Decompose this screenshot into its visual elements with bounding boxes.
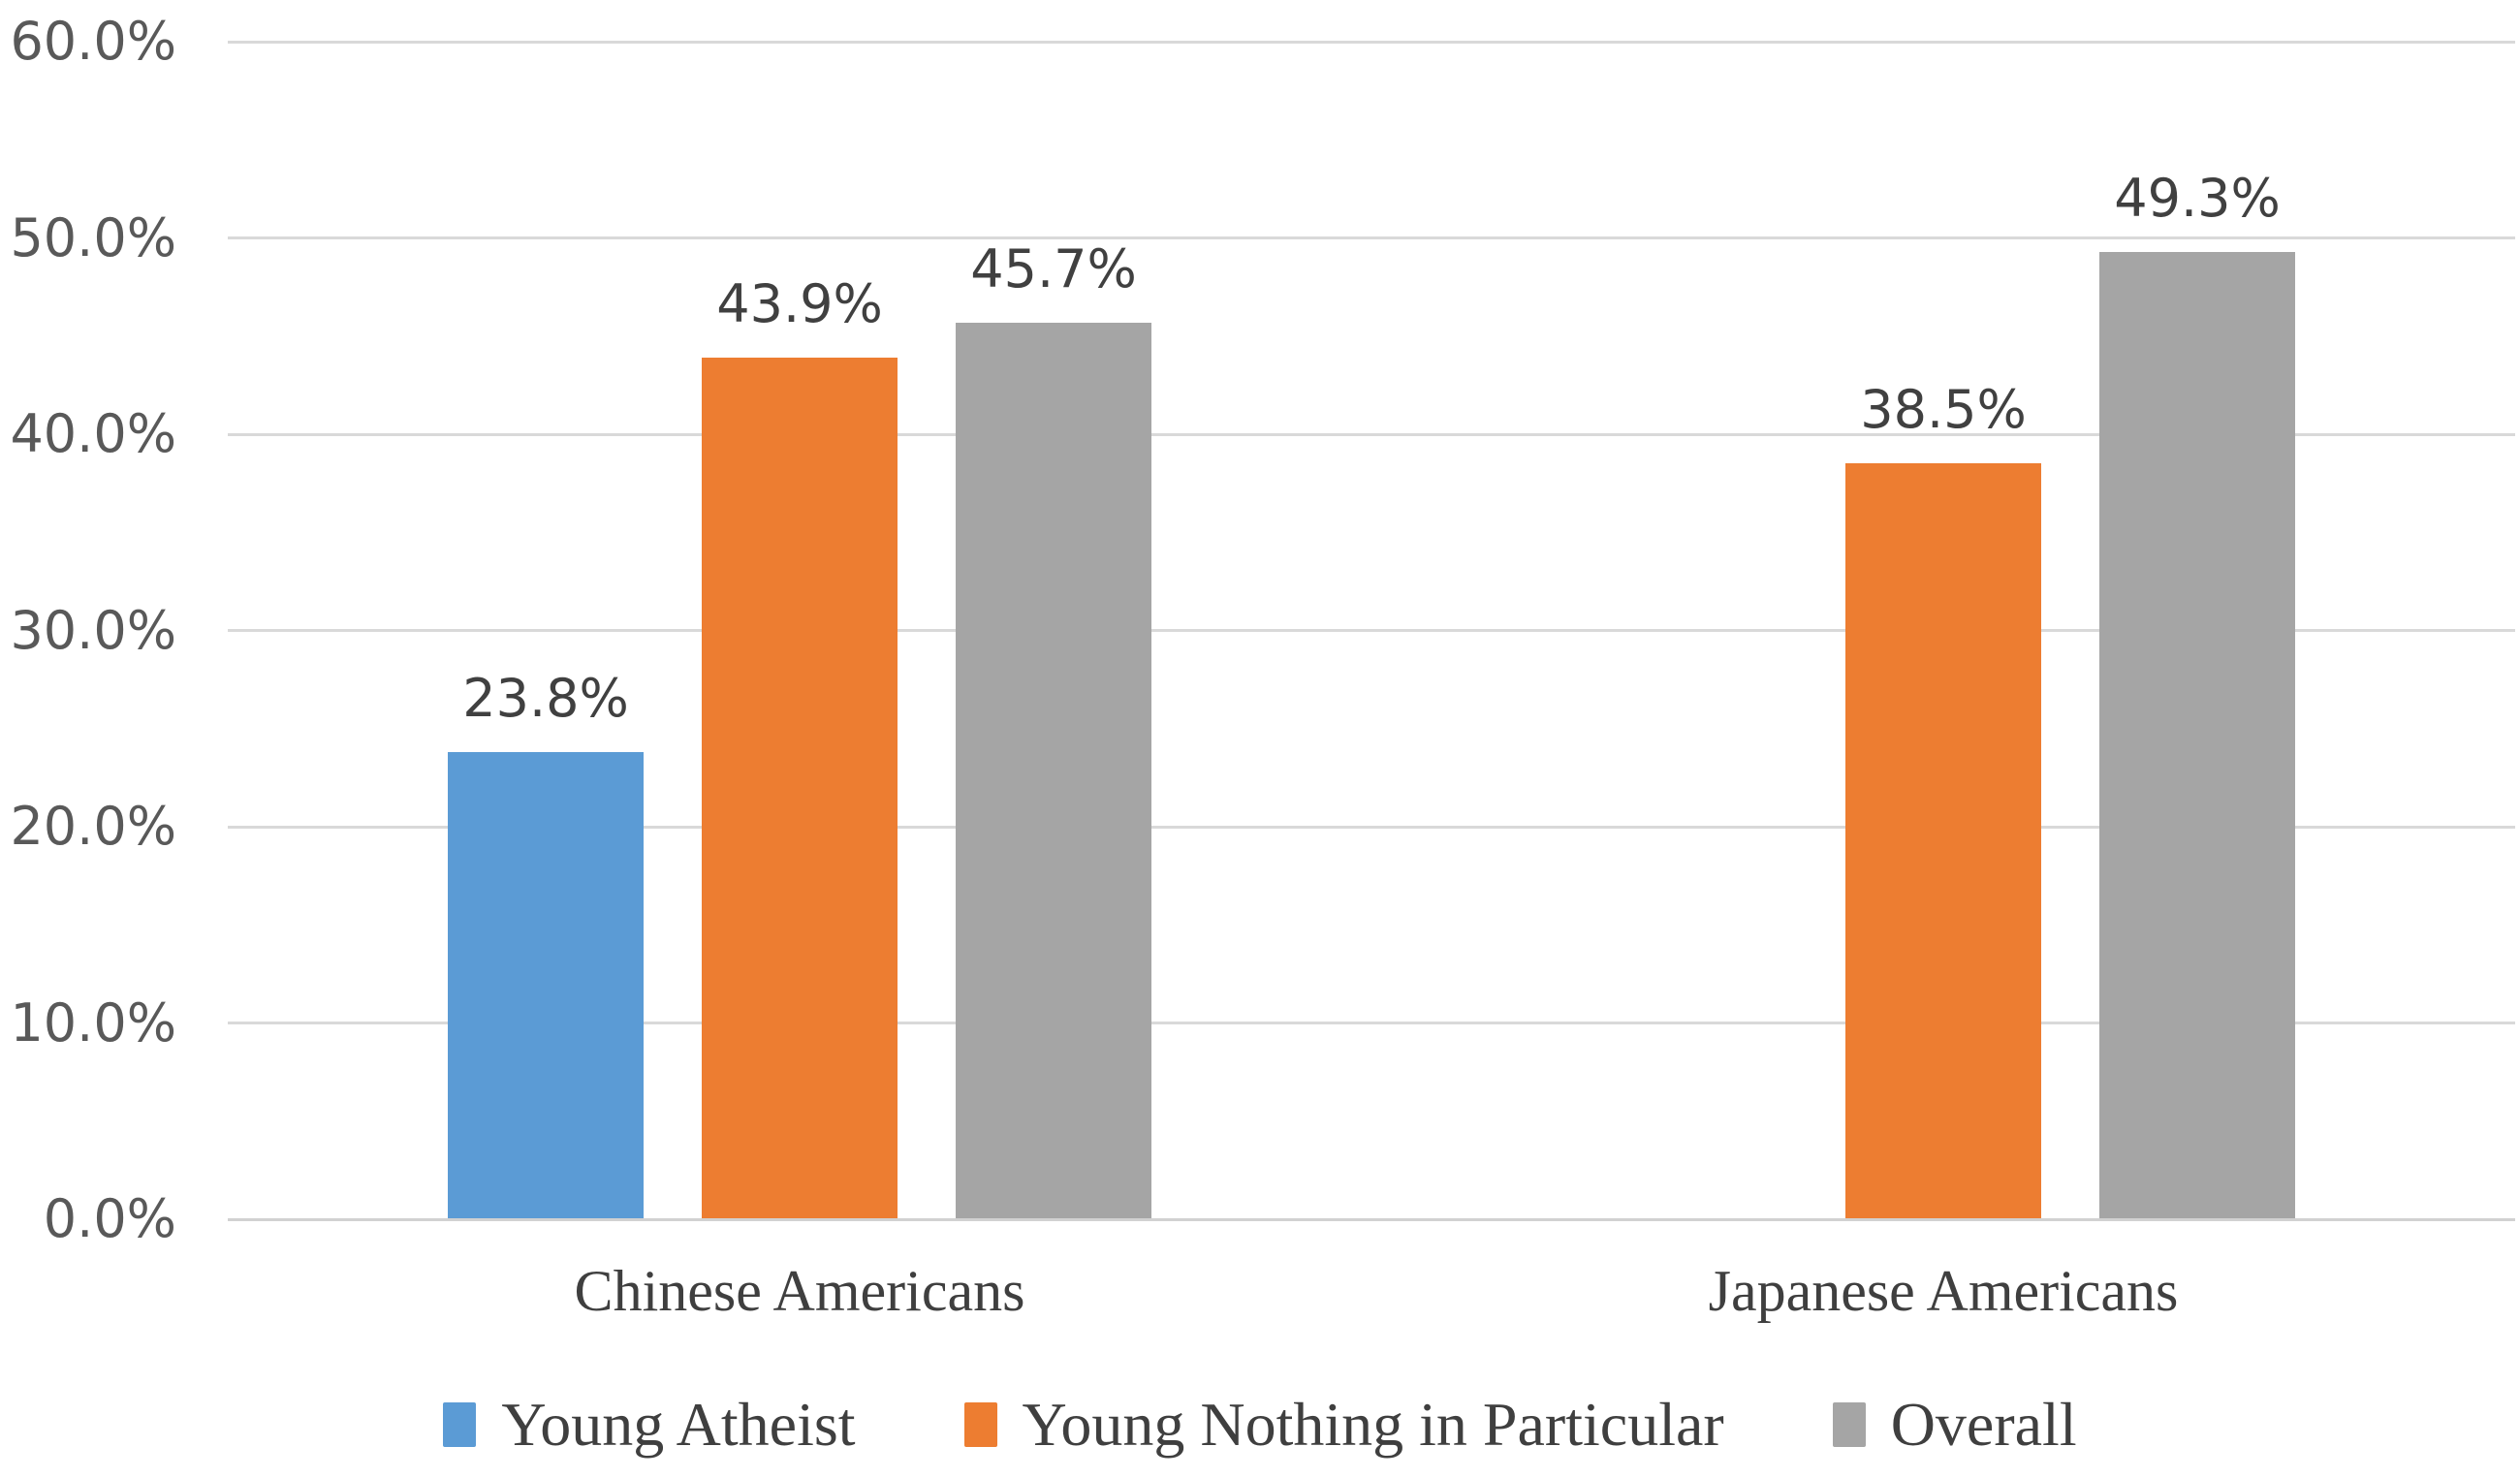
y-tick-label-10: 10.0%: [10, 992, 176, 1053]
bar-young-nothing-in-particular-japanese-americans: [1845, 463, 2041, 1219]
gridline-30pct: [228, 629, 2515, 632]
x-axis-category-labels: Chinese Americans Japanese Americans: [228, 1256, 2515, 1326]
y-tick-label-50: 50.0%: [10, 207, 176, 268]
y-tick-label-60: 60.0%: [10, 11, 176, 72]
legend-swatch-overall-icon: [1832, 1402, 1866, 1447]
gridline-40pct: [228, 433, 2515, 436]
bar-overall-chinese-americans: [956, 323, 1151, 1219]
y-tick-label-0: 0.0%: [43, 1188, 176, 1249]
legend-label-overall: Overall: [1890, 1390, 2077, 1459]
gridline-20pct: [228, 826, 2515, 829]
legend: Young Atheist Young Nothing in Particula…: [0, 1394, 2520, 1456]
gridline-60pct: [228, 41, 2515, 44]
legend-swatch-young-nothing-in-particular-icon: [963, 1402, 997, 1447]
y-tick-label-40: 40.0%: [10, 403, 176, 464]
data-label-young-nothing-in-particular-chinese-americans: 43.9%: [716, 273, 883, 334]
gridline-50pct: [228, 236, 2515, 239]
legend-label-young-nothing-in-particular: Young Nothing in Particular: [1022, 1390, 1724, 1459]
legend-item-overall: Overall: [1832, 1390, 2077, 1459]
gridline-10pct: [228, 1022, 2515, 1024]
bar-overall-japanese-americans: [2099, 252, 2295, 1219]
legend-item-young-atheist: Young Atheist: [443, 1390, 856, 1459]
data-label-young-atheist-chinese-americans: 23.8%: [462, 668, 629, 729]
data-label-overall-chinese-americans: 45.7%: [970, 238, 1137, 299]
bar-young-nothing-in-particular-chinese-americans: [702, 358, 898, 1219]
legend-label-young-atheist: Young Atheist: [501, 1390, 856, 1459]
x-category-label-chinese-americans: Chinese Americans: [574, 1259, 1025, 1323]
data-label-overall-japanese-americans: 49.3%: [2114, 168, 2281, 229]
legend-item-young-nothing-in-particular: Young Nothing in Particular: [963, 1390, 1724, 1459]
legend-swatch-young-atheist-icon: [443, 1402, 477, 1447]
x-category-label-japanese-americans: Japanese Americans: [1708, 1259, 2179, 1323]
y-tick-label-20: 20.0%: [10, 796, 176, 857]
x-axis-line: [228, 1218, 2515, 1221]
y-tick-label-30: 30.0%: [10, 600, 176, 661]
bar-young-atheist-chinese-americans: [448, 752, 644, 1219]
data-label-young-nothing-in-particular-japanese-americans: 38.5%: [1860, 379, 2027, 440]
